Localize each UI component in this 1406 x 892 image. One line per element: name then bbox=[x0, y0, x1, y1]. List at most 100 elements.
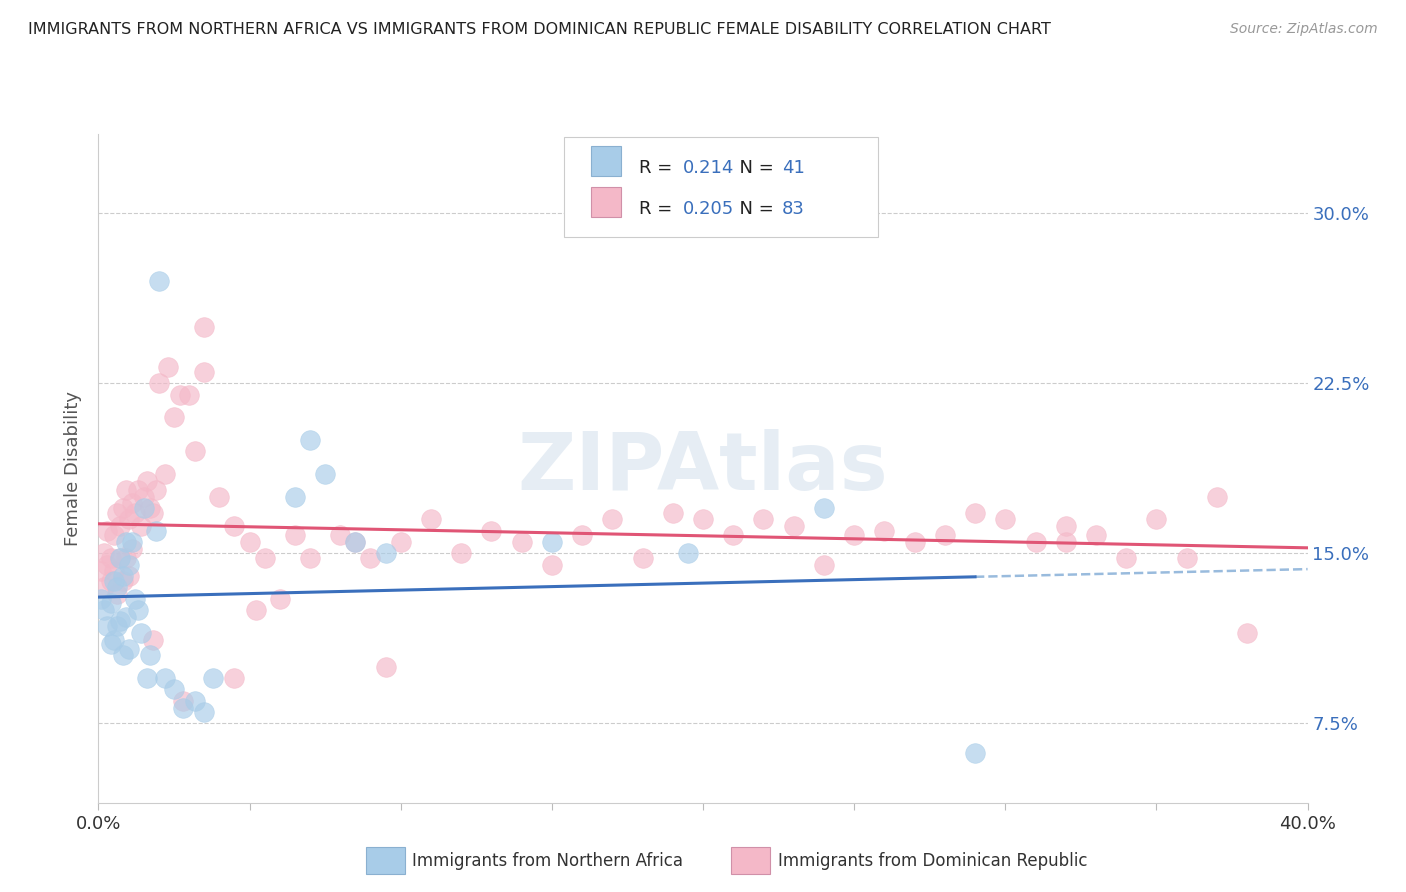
Point bbox=[96, 558, 118, 572]
Point bbox=[105, 506, 128, 520]
Point bbox=[602, 512, 624, 526]
Point bbox=[631, 550, 654, 565]
Point bbox=[193, 319, 215, 334]
Point bbox=[129, 625, 152, 640]
Text: Source: ZipAtlas.com: Source: ZipAtlas.com bbox=[1230, 22, 1378, 37]
Point bbox=[148, 274, 170, 288]
Point bbox=[253, 550, 276, 565]
FancyBboxPatch shape bbox=[591, 187, 621, 217]
Text: N =: N = bbox=[728, 159, 780, 178]
Point bbox=[118, 558, 141, 572]
Point bbox=[239, 535, 262, 549]
Point bbox=[111, 569, 134, 583]
Text: ZIPAtlas: ZIPAtlas bbox=[517, 429, 889, 508]
Point bbox=[1206, 490, 1229, 504]
Point bbox=[172, 694, 194, 708]
Point bbox=[103, 632, 125, 647]
Point bbox=[121, 541, 143, 556]
Point bbox=[163, 682, 186, 697]
Point bbox=[108, 615, 131, 629]
Point bbox=[127, 483, 149, 497]
Point bbox=[224, 671, 246, 685]
Point bbox=[111, 648, 134, 663]
Point bbox=[374, 546, 396, 560]
Point bbox=[118, 569, 141, 583]
Point bbox=[127, 603, 149, 617]
Text: Immigrants from Dominican Republic: Immigrants from Dominican Republic bbox=[778, 852, 1087, 870]
Point bbox=[374, 659, 396, 673]
Point bbox=[145, 524, 167, 538]
Point bbox=[111, 500, 134, 515]
Point bbox=[103, 565, 125, 579]
Point bbox=[1175, 550, 1198, 565]
Point bbox=[299, 433, 322, 447]
Point bbox=[114, 483, 136, 497]
Point bbox=[129, 519, 152, 533]
Point bbox=[965, 746, 987, 760]
Point bbox=[96, 524, 118, 538]
Point bbox=[540, 558, 562, 572]
Point bbox=[389, 535, 412, 549]
Point bbox=[163, 410, 186, 425]
Point bbox=[118, 641, 141, 656]
Point bbox=[994, 512, 1017, 526]
Point bbox=[1054, 535, 1077, 549]
Point bbox=[100, 550, 122, 565]
Point bbox=[96, 619, 118, 633]
Point bbox=[193, 365, 215, 379]
Point bbox=[873, 524, 896, 538]
Point bbox=[139, 500, 162, 515]
Point bbox=[1144, 512, 1167, 526]
Point bbox=[108, 550, 131, 565]
Point bbox=[114, 535, 136, 549]
Text: 41: 41 bbox=[782, 159, 804, 178]
Point bbox=[135, 671, 157, 685]
Point bbox=[93, 546, 115, 560]
Text: IMMIGRANTS FROM NORTHERN AFRICA VS IMMIGRANTS FROM DOMINICAN REPUBLIC FEMALE DIS: IMMIGRANTS FROM NORTHERN AFRICA VS IMMIG… bbox=[28, 22, 1052, 37]
Point bbox=[108, 519, 131, 533]
Y-axis label: Female Disability: Female Disability bbox=[65, 391, 83, 546]
Point bbox=[329, 528, 352, 542]
Point bbox=[114, 610, 136, 624]
Point bbox=[662, 506, 685, 520]
Point bbox=[124, 591, 146, 606]
Point bbox=[139, 648, 162, 663]
Text: 0.205: 0.205 bbox=[682, 200, 734, 218]
Point bbox=[184, 444, 207, 458]
Point bbox=[692, 512, 714, 526]
Point bbox=[100, 596, 122, 610]
Point bbox=[1085, 528, 1108, 542]
Point bbox=[934, 528, 956, 542]
Point bbox=[145, 483, 167, 497]
Point bbox=[1054, 519, 1077, 533]
Point bbox=[148, 376, 170, 391]
Point bbox=[299, 550, 322, 565]
Text: N =: N = bbox=[728, 200, 780, 218]
Point bbox=[420, 512, 443, 526]
Point bbox=[132, 500, 155, 515]
FancyBboxPatch shape bbox=[564, 137, 879, 237]
Point bbox=[142, 632, 165, 647]
Point bbox=[676, 546, 699, 560]
Point bbox=[224, 519, 246, 533]
FancyBboxPatch shape bbox=[591, 146, 621, 177]
Point bbox=[153, 467, 176, 481]
Point bbox=[100, 637, 122, 651]
Text: R =: R = bbox=[638, 159, 678, 178]
Point bbox=[844, 528, 866, 542]
Point bbox=[965, 506, 987, 520]
Point bbox=[169, 387, 191, 401]
Point bbox=[284, 528, 307, 542]
Point bbox=[172, 700, 194, 714]
Point bbox=[135, 474, 157, 488]
Point bbox=[121, 535, 143, 549]
Point bbox=[103, 528, 125, 542]
Point bbox=[142, 506, 165, 520]
Text: R =: R = bbox=[638, 200, 678, 218]
Point bbox=[105, 587, 128, 601]
Point bbox=[344, 535, 367, 549]
Point bbox=[114, 550, 136, 565]
Point bbox=[904, 535, 927, 549]
Point bbox=[118, 512, 141, 526]
Point bbox=[121, 496, 143, 510]
